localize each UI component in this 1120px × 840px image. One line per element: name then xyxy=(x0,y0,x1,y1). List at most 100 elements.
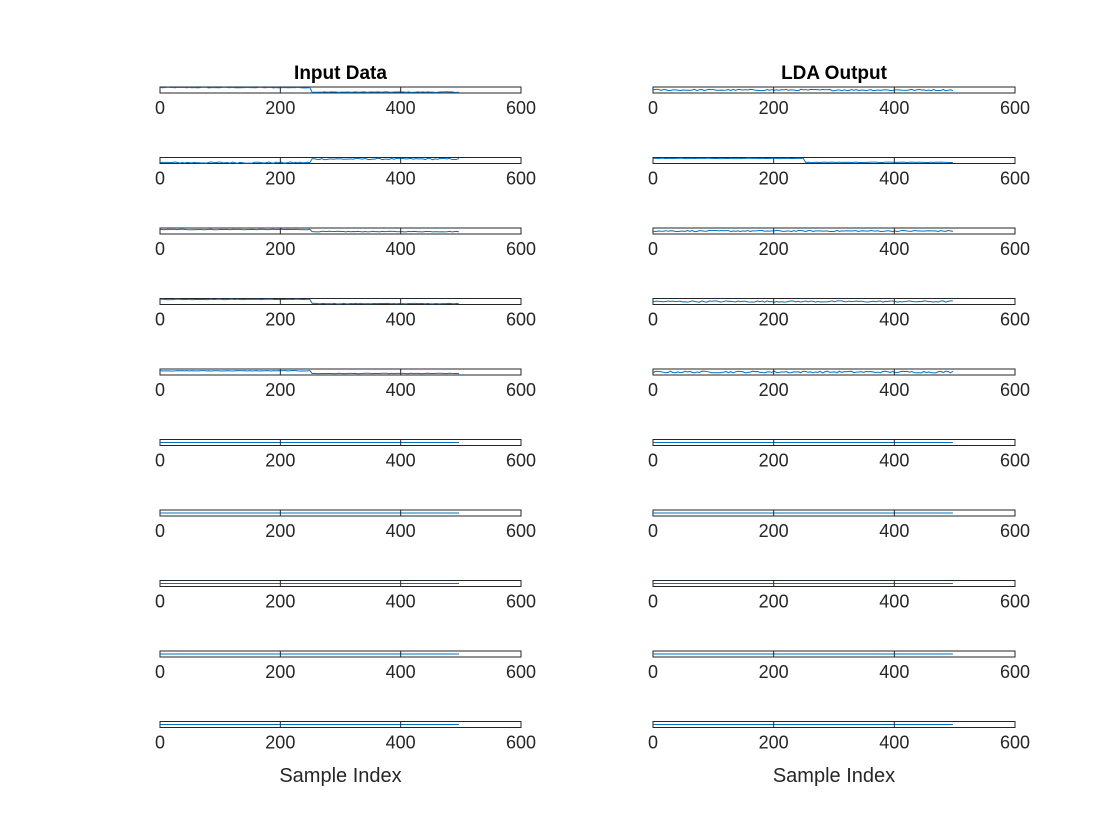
subplot-4: 0 200 400 600 xyxy=(648,298,1030,330)
data-series-line xyxy=(160,228,460,233)
x-tick-label: 400 xyxy=(879,592,909,612)
data-series-line xyxy=(160,157,460,164)
x-tick-label: 0 xyxy=(155,169,165,189)
x-tick-label: 600 xyxy=(1000,662,1030,682)
x-tick-label: 400 xyxy=(386,451,416,471)
x-tick-label: 600 xyxy=(506,169,536,189)
x-tick-label: 600 xyxy=(506,662,536,682)
panel-lda-output: LDA Output 0 200 400 600 0 200 400 600 0 200 400 600… xyxy=(648,63,1030,787)
subplot-10: 0 200 400 600 xyxy=(155,721,536,753)
subplot-4: 0 200 400 600 xyxy=(155,298,536,330)
x-tick-label: 0 xyxy=(155,310,165,330)
x-axis-label: Sample Index xyxy=(773,765,895,787)
x-tick-label: 0 xyxy=(648,380,658,400)
x-tick-label: 0 xyxy=(648,451,658,471)
panel-input-data: Input Data 0 200 400 600 0 200 400 600 0 200 400 600… xyxy=(155,63,536,787)
x-tick-label: 200 xyxy=(759,733,789,753)
data-series-line xyxy=(653,88,954,92)
data-series-line xyxy=(160,298,460,305)
x-tick-label: 200 xyxy=(759,662,789,682)
subplot-10: 0 200 400 600 xyxy=(648,721,1030,753)
data-series-line xyxy=(653,300,953,303)
x-tick-label: 400 xyxy=(386,239,416,259)
data-series-line xyxy=(653,370,954,374)
subplot-2: 0 200 400 600 xyxy=(648,157,1030,189)
subplot-8: 0 200 400 600 xyxy=(648,580,1030,612)
x-tick-label: 200 xyxy=(759,592,789,612)
x-axis-label: Sample Index xyxy=(279,765,401,787)
x-tick-label: 200 xyxy=(265,380,295,400)
subplot-7: 0 200 400 600 xyxy=(155,509,536,541)
x-tick-label: 600 xyxy=(506,310,536,330)
subplot-6: 0 200 400 600 xyxy=(648,439,1030,471)
x-tick-label: 200 xyxy=(265,169,295,189)
x-tick-label: 0 xyxy=(155,451,165,471)
x-tick-label: 600 xyxy=(1000,239,1030,259)
x-tick-label: 200 xyxy=(759,451,789,471)
x-tick-label: 400 xyxy=(879,239,909,259)
x-tick-label: 400 xyxy=(879,380,909,400)
x-tick-label: 200 xyxy=(759,98,789,118)
x-tick-label: 0 xyxy=(155,239,165,259)
subplot-8: 0 200 400 600 xyxy=(155,580,536,612)
x-tick-label: 400 xyxy=(879,98,909,118)
x-tick-label: 200 xyxy=(265,98,295,118)
x-tick-label: 600 xyxy=(506,98,536,118)
subplot-3: 0 200 400 600 xyxy=(155,227,536,259)
x-tick-label: 600 xyxy=(1000,592,1030,612)
x-tick-label: 400 xyxy=(386,662,416,682)
x-tick-label: 0 xyxy=(648,169,658,189)
x-tick-label: 600 xyxy=(1000,733,1030,753)
x-tick-label: 0 xyxy=(648,521,658,541)
x-tick-label: 400 xyxy=(386,592,416,612)
x-tick-label: 200 xyxy=(265,662,295,682)
data-series-line xyxy=(160,370,460,375)
x-tick-label: 400 xyxy=(386,521,416,541)
x-tick-label: 400 xyxy=(386,169,416,189)
x-tick-label: 400 xyxy=(879,521,909,541)
x-tick-label: 400 xyxy=(879,169,909,189)
x-tick-label: 600 xyxy=(1000,451,1030,471)
x-tick-label: 400 xyxy=(386,310,416,330)
data-series-line xyxy=(160,86,460,93)
x-tick-label: 200 xyxy=(759,239,789,259)
x-tick-label: 400 xyxy=(879,310,909,330)
x-tick-label: 0 xyxy=(648,310,658,330)
subplot-6: 0 200 400 600 xyxy=(155,439,536,471)
x-tick-label: 200 xyxy=(759,380,789,400)
subplot-1: 0 200 400 600 xyxy=(648,86,1030,118)
x-tick-label: 200 xyxy=(265,733,295,753)
subplot-9: 0 200 400 600 xyxy=(648,650,1030,682)
x-tick-label: 600 xyxy=(506,521,536,541)
subplot-5: 0 200 400 600 xyxy=(155,368,536,400)
x-tick-label: 0 xyxy=(155,98,165,118)
subplot-5: 0 200 400 600 xyxy=(648,368,1030,400)
x-tick-label: 400 xyxy=(879,662,909,682)
axes-frame xyxy=(159,368,522,376)
x-tick-label: 600 xyxy=(1000,380,1030,400)
x-tick-label: 600 xyxy=(1000,98,1030,118)
subplot-9: 0 200 400 600 xyxy=(155,650,536,682)
subplot-3: 0 200 400 600 xyxy=(648,227,1030,259)
x-tick-label: 0 xyxy=(155,380,165,400)
data-series-line xyxy=(653,229,953,233)
x-tick-label: 0 xyxy=(155,592,165,612)
x-tick-label: 200 xyxy=(265,451,295,471)
x-tick-label: 0 xyxy=(648,592,658,612)
panel-title: Input Data xyxy=(294,63,387,84)
x-tick-label: 200 xyxy=(265,310,295,330)
x-tick-label: 600 xyxy=(506,239,536,259)
x-tick-label: 400 xyxy=(879,451,909,471)
x-tick-label: 0 xyxy=(648,733,658,753)
x-tick-label: 400 xyxy=(879,733,909,753)
x-tick-label: 0 xyxy=(648,98,658,118)
x-tick-label: 600 xyxy=(506,733,536,753)
x-tick-label: 0 xyxy=(155,733,165,753)
x-tick-label: 0 xyxy=(648,239,658,259)
x-tick-label: 200 xyxy=(265,239,295,259)
x-tick-label: 200 xyxy=(759,521,789,541)
x-tick-label: 0 xyxy=(155,521,165,541)
subplot-2: 0 200 400 600 xyxy=(155,157,536,189)
x-tick-label: 600 xyxy=(506,592,536,612)
